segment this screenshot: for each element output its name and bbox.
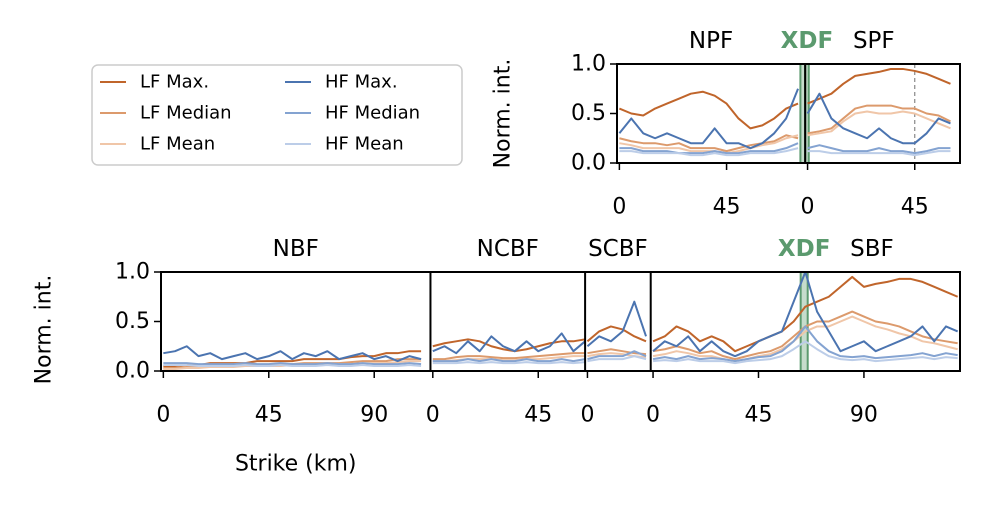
series-line (619, 134, 799, 153)
y-tick-label: 1.0 (571, 52, 606, 77)
panel-title: NBF (273, 236, 319, 262)
legend-label: HF Median (325, 103, 420, 124)
y-tick-label: 0.5 (115, 309, 150, 334)
legend-label: LF Mean (140, 134, 215, 155)
series-line (618, 88, 799, 150)
y-axis-label: Norm. int. (491, 59, 516, 169)
panel-title: SBF (850, 236, 894, 262)
x-tick-label: 45 (524, 403, 552, 428)
series-line (619, 142, 799, 155)
series-line (163, 364, 422, 368)
plot-frame (616, 63, 961, 164)
x-tick-label: 0 (426, 403, 440, 428)
y-tick-label: 0.0 (571, 151, 606, 176)
series-line (652, 325, 958, 363)
x-axis-label: Strike (km) (235, 452, 357, 477)
x-tick-label: 0 (156, 403, 170, 428)
series-line (807, 150, 951, 157)
x-tick-label: 0 (646, 403, 660, 428)
y-tick-label: 0.5 (571, 101, 606, 126)
band-title: XDF (778, 236, 831, 262)
x-tick-label: 0 (580, 403, 594, 428)
series-line (586, 300, 647, 348)
series-line (807, 104, 951, 135)
xdf-band (805, 64, 809, 163)
y-tick-label: 0.0 (115, 359, 150, 384)
x-tick-label: 90 (360, 403, 388, 428)
xdf-band (800, 272, 808, 371)
x-tick-label: 90 (850, 403, 878, 428)
legend-label: LF Max. (140, 72, 209, 93)
y-tick-label: 1.0 (115, 260, 150, 285)
x-tick-label: 45 (901, 195, 929, 220)
series-line (652, 340, 958, 365)
panel-title: SCBF (588, 236, 648, 262)
x-tick-label: 0 (612, 195, 626, 220)
series-line (163, 345, 422, 363)
series-line (652, 275, 959, 353)
panel-title: NPF (689, 28, 733, 54)
legend-label: LF Median (140, 103, 232, 124)
series-line (587, 350, 647, 361)
series-line (807, 67, 951, 105)
series-line (652, 315, 958, 363)
series-line (432, 358, 586, 363)
series-line (587, 355, 647, 363)
series-line (432, 352, 586, 361)
xdf-band (800, 64, 806, 163)
series-line (432, 332, 586, 355)
x-tick-label: 45 (255, 403, 283, 428)
series-line (807, 110, 951, 137)
x-tick-label: 45 (744, 403, 772, 428)
series-line (618, 90, 799, 130)
panel-title: NCBF (477, 236, 539, 262)
band-title: XDF (781, 28, 834, 54)
panel-title: SPF (853, 28, 895, 54)
legend-label: HF Mean (325, 134, 404, 155)
plot-frame (160, 271, 961, 372)
series-line (807, 144, 951, 155)
series-line (586, 325, 647, 343)
x-tick-label: 0 (801, 195, 815, 220)
series-line (163, 362, 422, 366)
series-line (432, 361, 586, 365)
legend-box (91, 64, 463, 166)
y-axis-label: Norm. int. (32, 275, 57, 385)
series-line (587, 348, 647, 356)
series-line (432, 338, 586, 353)
legend-label: HF Max. (325, 72, 398, 93)
series-line (806, 92, 951, 145)
series-line (619, 147, 799, 157)
x-tick-label: 45 (713, 195, 741, 220)
